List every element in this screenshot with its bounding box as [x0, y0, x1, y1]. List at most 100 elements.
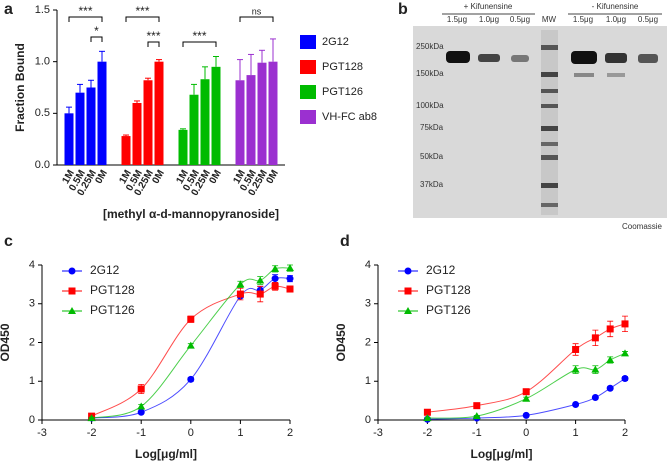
bar [235, 80, 245, 165]
x-tick-label: -3 [373, 427, 383, 439]
x-axis-label: [methyl α-d-mannopyranoside] [103, 207, 279, 221]
bar [178, 129, 188, 165]
bar [132, 103, 142, 165]
y-tick-label: 0.0 [35, 159, 50, 171]
mw-label: 37kDa [420, 180, 444, 189]
marker [606, 355, 615, 363]
marker [286, 264, 294, 272]
significance-bracket [125, 16, 160, 22]
y-tick-label: 4 [365, 259, 371, 271]
x-tick-label: -3 [37, 427, 47, 439]
marker [271, 282, 279, 290]
marker [473, 402, 481, 410]
bar [97, 61, 107, 165]
bar [75, 92, 85, 165]
legend-label: PGT126 [90, 303, 135, 317]
x-tick-label: 2 [622, 427, 628, 439]
bar [246, 75, 256, 165]
legend-label: 2G12 [426, 263, 456, 277]
marker [591, 365, 600, 373]
mw-label: 50kDa [420, 152, 444, 161]
significance-bracket [90, 36, 103, 42]
x-tick-label: 0 [523, 427, 529, 439]
legend-marker [68, 267, 76, 275]
lane-label: 1.0μg [606, 15, 626, 24]
marker [572, 345, 580, 353]
y-tick-label: 0 [365, 414, 371, 426]
x-tick-label: 0 [188, 427, 194, 439]
legend-label: PGT128 [426, 283, 471, 297]
y-tick-label: 0 [29, 414, 35, 426]
legend-label: 2G12 [322, 36, 349, 48]
marker [606, 325, 614, 333]
marker [137, 408, 145, 416]
marker [256, 276, 265, 284]
marker [591, 394, 599, 402]
lane-label: 0.5μg [638, 15, 658, 24]
x-tick-label: -2 [423, 427, 433, 439]
bar [64, 113, 74, 165]
legend-marker [404, 307, 412, 314]
legend-label: VH-FC ab8 [322, 111, 377, 123]
x-tick-label: 0M [93, 168, 109, 186]
y-tick-label: 3 [29, 298, 35, 310]
x-tick-label: -2 [87, 427, 97, 439]
marker [522, 411, 530, 419]
significance-label: ns [252, 6, 262, 16]
marker [621, 349, 629, 357]
y-tick-label: 1 [29, 375, 35, 387]
marker [187, 315, 195, 323]
y-axis-label: Fraction Bound [13, 43, 27, 132]
mw-label: 75kDa [420, 123, 444, 132]
x-axis-label: Log[μg/ml] [471, 447, 533, 461]
y-tick-label: 0.5 [35, 107, 50, 119]
x-tick-label: 1 [573, 427, 579, 439]
bar [154, 61, 164, 165]
marker [137, 385, 145, 393]
x-axis-label: Log[μg/ml] [135, 447, 197, 461]
y-tick-label: 1.0 [35, 56, 50, 68]
marker [286, 285, 294, 293]
gel-panel: b + Kifunensine - Kifunensine 1.5μg 1.0μ… [398, 1, 667, 231]
x-tick-label: -1 [136, 427, 146, 439]
x-tick-label: 0M [264, 168, 280, 186]
significance-bracket [68, 16, 103, 22]
marker [271, 264, 280, 272]
marker [256, 290, 264, 298]
lane-label: MW [542, 15, 557, 24]
lane-label: 0.5μg [510, 15, 530, 24]
lane-label: 1.0μg [479, 15, 499, 24]
y-tick-label: 4 [29, 259, 35, 271]
mw-label: 150kDa [416, 69, 444, 78]
mw-label: 100kDa [416, 101, 444, 110]
legend-label: PGT126 [426, 303, 471, 317]
legend-label: PGT126 [322, 86, 363, 98]
marker [187, 375, 195, 383]
legend-label: PGT128 [322, 61, 363, 73]
marker [591, 334, 599, 342]
marker [522, 394, 531, 402]
legend-marker [68, 307, 76, 314]
bar [143, 80, 153, 165]
legend-swatch [300, 60, 316, 74]
y-tick-label: 2 [365, 336, 371, 348]
group-label: - Kifunensine [592, 2, 639, 11]
y-axis-label: OD450 [0, 323, 12, 361]
legend-swatch [300, 110, 316, 124]
group-label: + Kifunensine [464, 2, 513, 11]
significance-bracket [239, 16, 274, 22]
bar [257, 62, 267, 166]
marker [236, 290, 244, 298]
marker [186, 341, 195, 349]
significance-label: *** [146, 29, 160, 43]
x-tick-label: 0M [150, 168, 166, 186]
y-tick-label: 3 [365, 298, 371, 310]
significance-label: *** [135, 4, 149, 18]
bar [86, 87, 96, 165]
significance-label: *** [192, 29, 206, 43]
y-tick-label: 1.5 [35, 4, 50, 16]
panel-label: a [4, 1, 13, 18]
x-tick-label: -1 [472, 427, 482, 439]
significance-label: * [94, 24, 99, 38]
